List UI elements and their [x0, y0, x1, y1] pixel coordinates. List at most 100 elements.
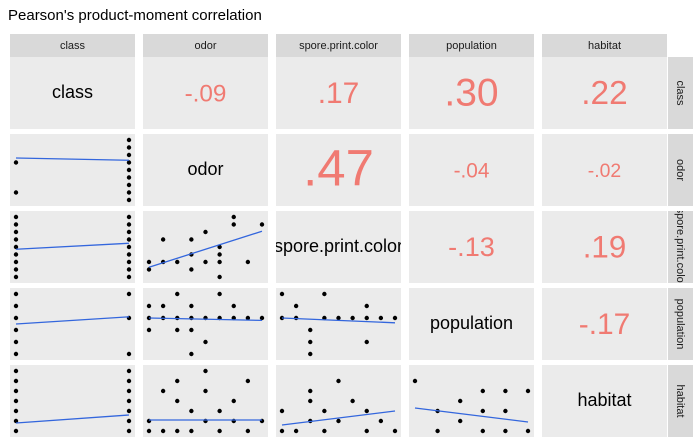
correlation-label: .30: [444, 71, 498, 114]
point: [175, 378, 180, 384]
panel-group: -.04: [454, 160, 490, 183]
panel-group: [13, 214, 132, 280]
point: [175, 327, 180, 333]
point: [126, 244, 132, 250]
point: [189, 267, 194, 272]
point: [126, 378, 132, 384]
strip-label: habitat: [674, 384, 686, 417]
point: [13, 388, 19, 394]
strip: [668, 288, 693, 360]
point: [126, 398, 132, 404]
point: [308, 398, 313, 404]
point: [480, 388, 485, 394]
strip: [276, 34, 401, 57]
diagonal-label: class: [52, 82, 93, 102]
point: [392, 315, 398, 321]
strip-label: spore.print.color: [674, 208, 686, 287]
fit-line: [15, 414, 130, 424]
point: [126, 214, 132, 220]
panel-group: class: [52, 82, 93, 102]
panel: [276, 288, 401, 360]
point: [189, 303, 194, 309]
strip-group: class: [674, 80, 686, 106]
correlation-label: .47: [303, 139, 374, 196]
point: [160, 428, 166, 434]
strip-group: spore.print.color: [674, 208, 686, 287]
point: [322, 428, 327, 434]
point: [245, 378, 251, 384]
panel: [409, 288, 534, 360]
point: [217, 244, 222, 250]
point: [203, 388, 208, 394]
panel-group: .19: [583, 229, 627, 264]
point: [175, 398, 180, 404]
point: [13, 237, 19, 242]
panel: [409, 57, 534, 129]
panel-group: population: [430, 313, 513, 333]
point: [189, 408, 194, 414]
point: [503, 408, 508, 414]
strip-label: class: [674, 80, 686, 106]
panel: [276, 365, 401, 437]
panel-group: [279, 291, 398, 357]
point: [13, 351, 19, 357]
point: [13, 368, 19, 374]
point: [378, 315, 384, 321]
panel: [10, 57, 135, 129]
point: [160, 388, 166, 394]
fit-line: [281, 317, 396, 324]
point: [503, 388, 508, 394]
strip: [668, 134, 693, 206]
strip: [143, 34, 268, 57]
correlation-label: .22: [581, 75, 627, 112]
point: [189, 327, 194, 333]
fit-line: [148, 230, 263, 268]
point: [126, 152, 132, 158]
point: [146, 267, 152, 272]
chart-title: Pearson's product-moment correlation: [8, 7, 262, 24]
panel-group: [146, 214, 265, 280]
point: [126, 197, 132, 203]
point: [503, 428, 508, 434]
strip-label: habitat: [588, 40, 621, 52]
point: [126, 229, 132, 235]
strip: [542, 34, 667, 57]
point: [231, 398, 236, 404]
strip: [10, 34, 135, 57]
point: [336, 418, 341, 424]
panel-group: habitat: [577, 390, 631, 410]
panel: [542, 365, 667, 437]
point: [13, 252, 19, 257]
strip: [668, 57, 693, 129]
panel: [143, 211, 268, 283]
strip-group: odor: [674, 159, 686, 181]
strip-group: habitat: [674, 384, 686, 417]
point: [160, 237, 166, 242]
point: [146, 259, 152, 265]
strip-label: spore.print.color: [299, 40, 378, 52]
point: [126, 388, 132, 394]
point: [146, 327, 152, 333]
panel-group: [412, 378, 531, 434]
point: [126, 418, 132, 424]
point: [126, 259, 132, 265]
panel-group: [13, 137, 132, 203]
panel-group: -.02: [588, 160, 621, 182]
point: [13, 398, 19, 404]
point: [364, 315, 369, 321]
panel: [276, 134, 401, 206]
point: [189, 428, 194, 434]
strip-group: population: [674, 299, 686, 350]
point: [13, 190, 19, 195]
correlation-label: .17: [318, 77, 360, 110]
panel: [10, 365, 135, 437]
diagonal-label: odor: [187, 159, 223, 179]
point: [203, 229, 208, 235]
point: [175, 259, 180, 265]
fit-line: [15, 242, 130, 250]
panel: [409, 365, 534, 437]
point: [13, 339, 19, 345]
panel: [143, 57, 268, 129]
point: [217, 259, 222, 265]
correlation-label: -.13: [448, 231, 495, 262]
